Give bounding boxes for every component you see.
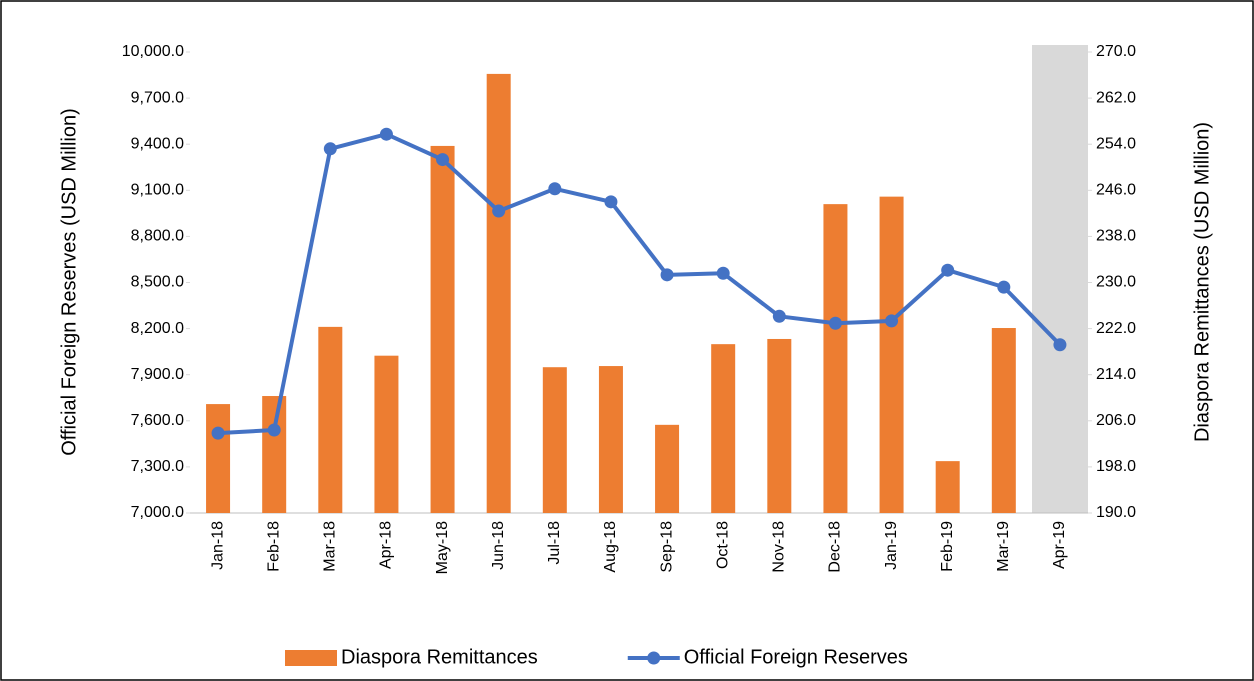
- bar: [655, 424, 680, 513]
- bar: [374, 355, 399, 513]
- marker: [436, 153, 450, 167]
- x-tick-label: Dec-18: [827, 521, 844, 573]
- y2-tick-label: 198.0: [1096, 458, 1136, 475]
- x-tick-label: Mar-19: [995, 521, 1012, 572]
- bar: [206, 404, 231, 513]
- shaded-region: [1032, 45, 1088, 513]
- marker: [548, 182, 562, 196]
- x-tick-label: Aug-18: [602, 521, 619, 573]
- y-axis-label: Official Foreign Reserves (USD Million): [58, 108, 80, 456]
- bar: [598, 366, 623, 513]
- y2-tick-label: 190.0: [1096, 504, 1136, 521]
- y-tick-label: 7,300.0: [131, 458, 184, 475]
- y-tick-label: 7,000.0: [131, 504, 184, 521]
- x-tick-label: Oct-18: [714, 521, 731, 569]
- bar: [542, 367, 567, 513]
- x-tick-label: Mar-18: [322, 521, 339, 572]
- y-tick-label: 8,500.0: [131, 274, 184, 291]
- y2-tick-label: 214.0: [1096, 366, 1136, 383]
- x-tick-label: Jan-19: [883, 521, 900, 570]
- marker: [828, 316, 842, 330]
- marker: [941, 263, 955, 277]
- marker: [660, 268, 674, 282]
- y-tick-label: 9,100.0: [131, 182, 184, 199]
- x-tick-label: Feb-18: [265, 521, 282, 572]
- y2-tick-label: 238.0: [1096, 228, 1136, 245]
- x-tick-label: May-18: [434, 521, 451, 574]
- bar: [935, 461, 960, 513]
- marker: [211, 426, 225, 440]
- y2-tick-label: 254.0: [1096, 135, 1136, 152]
- bar: [823, 204, 848, 513]
- x-tick-label: Jun-18: [490, 521, 507, 570]
- legend-swatch: [285, 650, 337, 666]
- y2-tick-label: 222.0: [1096, 320, 1136, 337]
- y2-tick-label: 262.0: [1096, 89, 1136, 106]
- bar: [318, 326, 343, 513]
- y-tick-label: 9,700.0: [131, 89, 184, 106]
- bar: [486, 73, 511, 514]
- y-tick-label: 7,900.0: [131, 366, 184, 383]
- bar: [879, 196, 904, 514]
- y2-tick-label: 246.0: [1096, 182, 1136, 199]
- y2-tick-label: 230.0: [1096, 274, 1136, 291]
- y2-tick-label: 206.0: [1096, 412, 1136, 429]
- y2-axis-label: Diaspora Remittances (USD Million): [1191, 122, 1213, 442]
- marker: [885, 314, 899, 328]
- y-tick-label: 9,400.0: [131, 135, 184, 152]
- marker: [267, 423, 281, 437]
- y-tick-label: 10,000.0: [122, 43, 184, 60]
- bar: [430, 145, 455, 513]
- y-tick-label: 8,800.0: [131, 228, 184, 245]
- marker: [492, 204, 506, 218]
- bar: [767, 338, 792, 513]
- marker: [379, 127, 393, 141]
- x-tick-label: Apr-19: [1051, 521, 1068, 569]
- bar: [991, 328, 1016, 513]
- legend-label: Diaspora Remittances: [341, 646, 538, 668]
- x-tick-label: Jan-18: [209, 521, 226, 570]
- y-tick-label: 7,600.0: [131, 412, 184, 429]
- x-tick-label: Apr-18: [378, 521, 395, 569]
- marker: [716, 266, 730, 280]
- line: [217, 132, 1062, 436]
- bar: [711, 344, 736, 513]
- legend-marker: [647, 651, 661, 665]
- marker: [323, 142, 337, 156]
- marker: [997, 280, 1011, 294]
- x-tick-label: Feb-19: [939, 521, 956, 572]
- marker: [604, 195, 618, 209]
- x-tick-label: Sep-18: [658, 521, 675, 573]
- x-tick-label: Nov-18: [771, 521, 788, 573]
- legend-label: Official Foreign Reserves: [684, 646, 908, 668]
- y2-tick-label: 270.0: [1096, 43, 1136, 60]
- marker: [1053, 338, 1067, 352]
- marker: [772, 309, 786, 323]
- y-tick-label: 8,200.0: [131, 320, 184, 337]
- x-tick-label: Jul-18: [546, 521, 563, 565]
- bar: [262, 396, 287, 513]
